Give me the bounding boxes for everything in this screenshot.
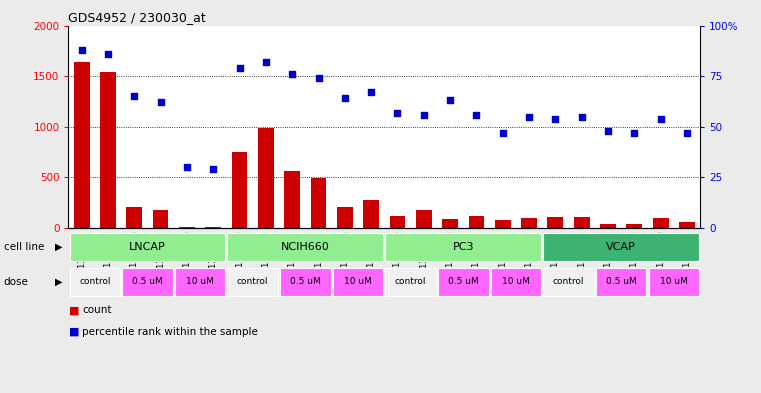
Point	[313, 75, 325, 81]
Bar	[333, 268, 384, 296]
Bar	[205, 227, 221, 228]
Point	[470, 112, 482, 118]
Bar	[574, 217, 590, 228]
Text: percentile rank within the sample: percentile rank within the sample	[82, 327, 258, 337]
Bar	[547, 217, 563, 228]
Point	[128, 93, 140, 99]
Point	[207, 166, 219, 173]
Bar	[491, 268, 541, 296]
Text: control: control	[395, 277, 426, 286]
Point	[418, 112, 430, 118]
Bar	[679, 222, 695, 228]
Point	[575, 114, 587, 120]
Point	[260, 59, 272, 65]
Point	[339, 95, 351, 101]
Bar	[626, 224, 642, 228]
Text: 10 uM: 10 uM	[660, 277, 688, 286]
Point	[391, 109, 403, 116]
Point	[629, 130, 641, 136]
Text: ▶: ▶	[55, 277, 62, 287]
Text: 10 uM: 10 uM	[344, 277, 372, 286]
Bar	[596, 268, 646, 296]
Text: 0.5 uM: 0.5 uM	[290, 277, 320, 286]
Text: PC3: PC3	[453, 242, 474, 252]
Bar	[175, 268, 225, 296]
Point	[602, 128, 614, 134]
Bar	[258, 128, 274, 228]
Text: 10 uM: 10 uM	[502, 277, 530, 286]
Bar	[100, 72, 116, 228]
Bar	[285, 171, 300, 228]
Text: GDS4952 / 230030_at: GDS4952 / 230030_at	[68, 11, 206, 24]
Bar	[543, 268, 594, 296]
Bar	[385, 268, 436, 296]
Bar	[442, 219, 458, 228]
Text: 0.5 uM: 0.5 uM	[448, 277, 479, 286]
Text: LNCAP: LNCAP	[129, 242, 166, 252]
Text: control: control	[79, 277, 110, 286]
Point	[102, 51, 114, 57]
Point	[681, 130, 693, 136]
Bar	[469, 216, 484, 228]
Text: control: control	[237, 277, 269, 286]
Bar	[600, 224, 616, 228]
Bar	[280, 268, 330, 296]
Point	[523, 114, 535, 120]
Text: ■: ■	[68, 327, 79, 337]
Bar	[385, 233, 541, 261]
Point	[234, 65, 246, 71]
Text: VCAP: VCAP	[607, 242, 636, 252]
Bar	[648, 268, 699, 296]
Text: NCIH660: NCIH660	[281, 242, 330, 252]
Bar	[416, 210, 431, 228]
Bar	[495, 220, 511, 228]
Text: cell line: cell line	[4, 242, 44, 252]
Bar	[310, 178, 326, 228]
Text: 0.5 uM: 0.5 uM	[132, 277, 163, 286]
Point	[549, 116, 562, 122]
Text: 0.5 uM: 0.5 uM	[606, 277, 636, 286]
Text: count: count	[82, 305, 112, 316]
Bar	[228, 268, 278, 296]
Bar	[438, 268, 489, 296]
Bar	[69, 233, 225, 261]
Bar	[543, 233, 699, 261]
Bar	[179, 227, 195, 228]
Point	[181, 164, 193, 171]
Bar	[123, 268, 173, 296]
Bar	[231, 152, 247, 228]
Point	[286, 71, 298, 77]
Text: ■: ■	[68, 305, 79, 316]
Text: ▶: ▶	[55, 242, 62, 252]
Bar	[521, 218, 537, 228]
Bar	[363, 200, 379, 228]
Point	[154, 99, 167, 106]
Bar	[228, 233, 384, 261]
Point	[365, 89, 377, 95]
Point	[654, 116, 667, 122]
Text: dose: dose	[4, 277, 29, 287]
Bar	[390, 216, 406, 228]
Bar	[74, 62, 90, 228]
Text: 10 uM: 10 uM	[186, 277, 214, 286]
Bar	[337, 207, 352, 228]
Text: control: control	[552, 277, 584, 286]
Point	[444, 97, 456, 104]
Bar	[653, 218, 668, 228]
Bar	[153, 210, 168, 228]
Bar	[69, 268, 120, 296]
Point	[75, 47, 88, 53]
Bar	[126, 207, 142, 228]
Point	[497, 130, 509, 136]
